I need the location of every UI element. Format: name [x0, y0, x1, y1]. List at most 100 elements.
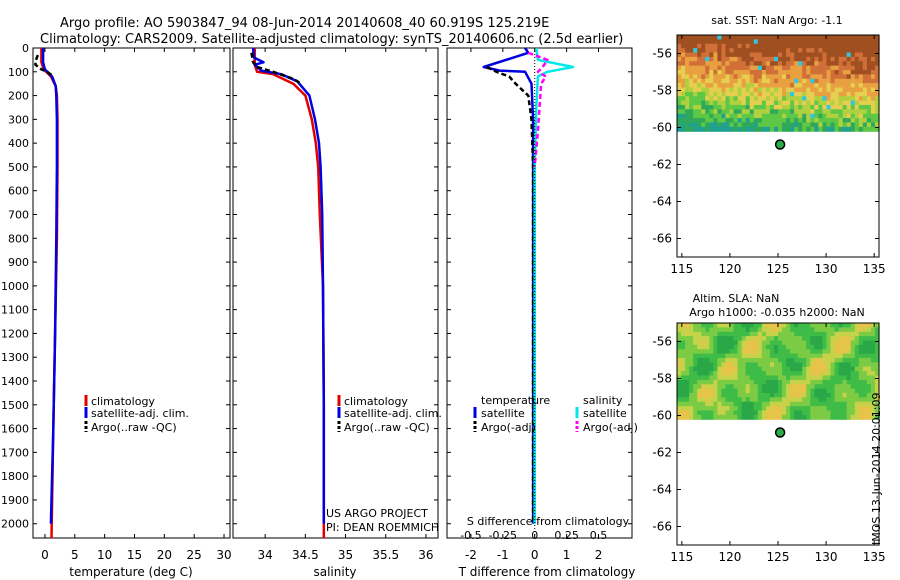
map-cell: [862, 336, 868, 342]
map-cell: [846, 410, 852, 416]
map-cell: [713, 65, 718, 71]
map-cell: [677, 78, 682, 84]
map-cell: [874, 349, 880, 355]
map-cell: [778, 43, 783, 49]
map-cell: [729, 331, 735, 337]
map-cell: [830, 353, 836, 359]
map-cell: [798, 340, 803, 346]
map-cell: [862, 406, 868, 412]
map-cell: [693, 100, 698, 106]
map-cell: [709, 384, 714, 390]
map-y-tick-label: -64: [652, 195, 672, 209]
map-cell: [717, 118, 723, 124]
map-cell: [818, 43, 824, 49]
map-cell: [786, 61, 791, 67]
map-cell: [874, 104, 880, 110]
map-cell: [838, 69, 844, 75]
map-cell: [705, 122, 710, 128]
map-cell: [725, 113, 731, 119]
map-cell: [814, 69, 819, 75]
map-cell: [705, 375, 710, 381]
map-cell: [697, 349, 702, 355]
map-cell: [786, 126, 791, 132]
map-cell: [681, 371, 686, 377]
map-cell: [874, 371, 880, 377]
map-cell: [846, 353, 852, 359]
map-cell: [786, 122, 791, 128]
map-cell: [761, 336, 767, 342]
map-cell: [854, 52, 860, 58]
map-cell: [713, 78, 718, 84]
map-cell: [782, 397, 787, 403]
map-cell: [834, 61, 840, 67]
x-tick-label: 1: [563, 548, 571, 562]
map-cell: [761, 39, 767, 45]
map-cell: [786, 392, 791, 398]
map-cell: [814, 349, 819, 355]
map-cell: [858, 414, 864, 420]
map-cell: [830, 83, 836, 89]
map-cell: [826, 118, 832, 124]
map-cell: [765, 340, 771, 346]
map-cell: [818, 340, 824, 346]
map-cell: [685, 371, 690, 377]
map-cell: [834, 366, 840, 372]
map-cell: [850, 384, 856, 390]
map-cell: [858, 366, 864, 372]
map-cell: [794, 104, 799, 110]
map-cell: [753, 366, 759, 372]
map-cell: [834, 406, 840, 412]
map-cell: [709, 344, 714, 350]
map-cell: [761, 327, 767, 333]
map-cell: [806, 87, 811, 93]
map-cell: [862, 78, 868, 84]
map-cell: [685, 74, 690, 80]
temperature-legend: climatology satellite-adj. clim. Argo(..…: [84, 395, 189, 434]
map-cell: [822, 401, 828, 407]
map-cell: [846, 122, 852, 128]
map-cell: [814, 406, 819, 412]
map-cell: [818, 113, 824, 119]
map-cell: [753, 414, 759, 420]
map-cell: [697, 401, 702, 407]
map-cell: [681, 126, 686, 132]
map-cell: [814, 87, 819, 93]
map-cell: [798, 104, 803, 110]
map-cell: [701, 388, 706, 394]
map-cell: [725, 69, 731, 75]
map-cell: [818, 375, 824, 381]
map-cell: [822, 344, 828, 350]
map-cell: [866, 113, 872, 119]
map-cell: [757, 349, 763, 355]
map-cell: [862, 362, 868, 368]
map-cell: [717, 96, 723, 102]
map-cell: [753, 410, 759, 416]
map-cell: [850, 349, 856, 355]
map-cell: [794, 349, 799, 355]
map-cell: [733, 379, 739, 385]
map-cell: [786, 100, 791, 106]
map-cell: [721, 96, 727, 102]
map-cell: [794, 35, 799, 40]
map-cell: [822, 323, 828, 328]
map-cell: [854, 323, 860, 328]
map-cell: [830, 104, 836, 110]
map-cell: [814, 327, 819, 333]
map-cell: [778, 406, 783, 412]
map-cell: [749, 69, 755, 75]
map-cell: [721, 104, 727, 110]
map-cell: [782, 48, 787, 54]
map-cell: [790, 109, 795, 115]
map-cell: [701, 126, 706, 132]
map-cell: [830, 371, 836, 377]
map-cell: [733, 43, 739, 49]
map-cell: [681, 100, 686, 106]
map-cell: [753, 375, 759, 381]
map-cell: [749, 52, 755, 58]
map-cell: [854, 375, 860, 381]
map-cell: [798, 353, 803, 359]
map-cell: [753, 126, 759, 132]
map-cell: [822, 61, 828, 67]
map-cell: [773, 104, 779, 110]
map-cell: [689, 35, 694, 40]
